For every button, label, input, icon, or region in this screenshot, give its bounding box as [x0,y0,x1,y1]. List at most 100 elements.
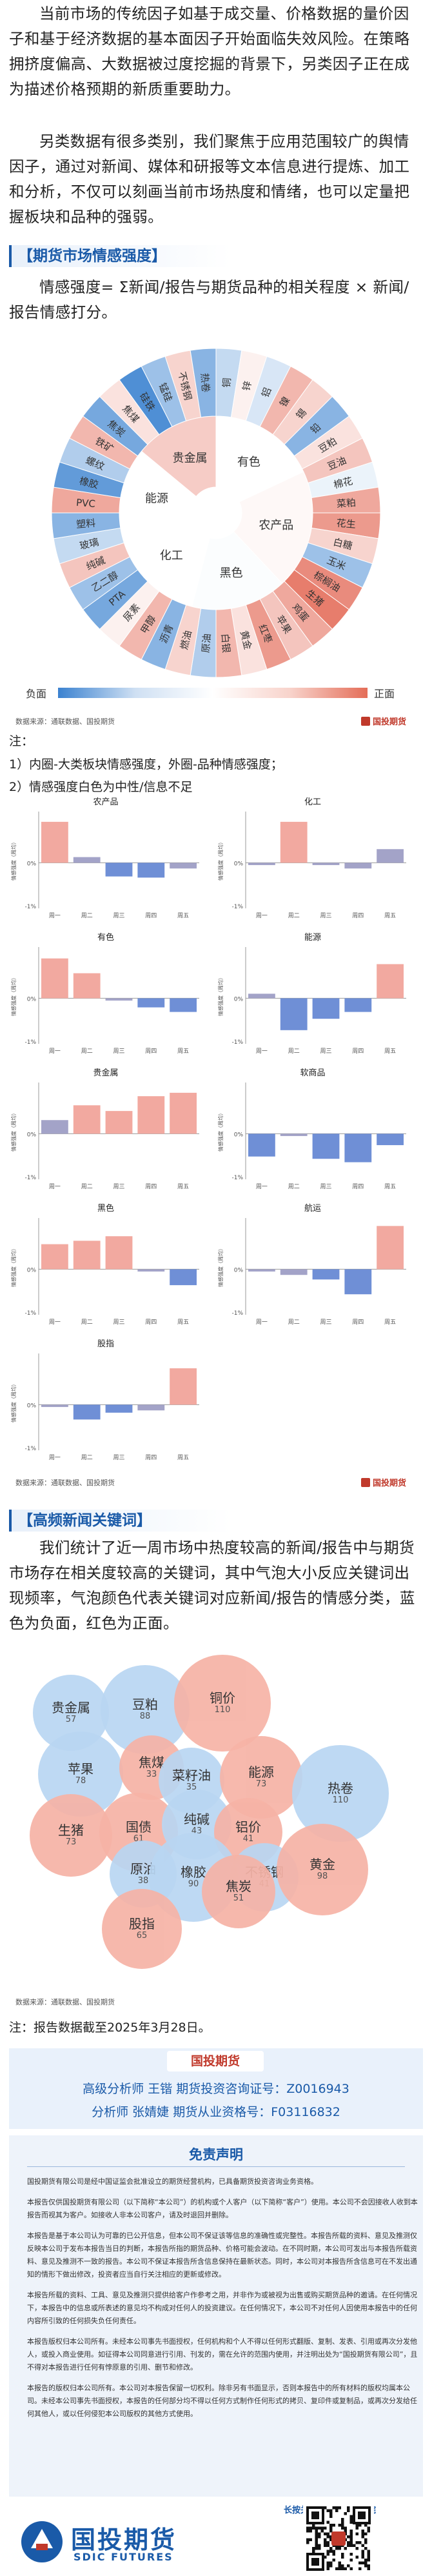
x-tick-label: 周一 [256,1048,268,1055]
bubble-count: 98 [317,1872,328,1882]
x-tick-label: 周一 [256,912,268,919]
sector-label: 化工 [160,549,183,563]
chart-title: 农产品 [93,797,119,807]
bubble-keyword: 苹果 [67,1761,93,1777]
x-tick-label: 周一 [49,1319,61,1326]
bar [137,1096,165,1134]
bar [137,1269,165,1272]
sector-bar-chart: 农产品 0% -1% 情感强度（周均） 周一 周二 周三 周四 周五 [9,795,202,924]
sector-bar-chart: 化工 0% -1% 情感强度（周均） 周一 周二 周三 周四 周五 [216,795,409,924]
chart-title: 能源 [304,933,321,943]
chart-title: 股指 [97,1339,114,1349]
bubble-count: 51 [233,1893,244,1904]
sector-bar-chart: 有色 0% -1% 情感强度（周均） 周一 周二 周三 周四 周五 [9,930,202,1059]
y-axis-label: 情感强度（周均） [217,1110,224,1152]
variety-label: 白银 [219,633,232,653]
sector-label: 贵金属 [173,452,208,465]
x-tick-label: 周四 [145,912,157,919]
x-tick-label: 周二 [81,1319,93,1326]
disclaimer-paragraph: 本报告是基于本公司认为可靠的已公开信息，但本公司不保证该等信息的准确性或完整性。… [27,2232,417,2279]
x-tick-label: 周三 [113,1319,124,1326]
x-tick-label: 周四 [145,1319,157,1326]
bar [137,998,165,1008]
sector-bar-chart: 股指 0% -1% 情感强度（周均） 周一 周二 周三 周四 周五 [9,1337,202,1466]
bubble-keyword: 热卷 [327,1781,353,1797]
bubble-count: 110 [332,1795,349,1806]
bubble-count: 73 [255,1779,267,1790]
section-title-keywords: 【高频新闻关键词】 [9,1510,231,1532]
variety-label: 花生 [336,517,356,530]
sentiment-sunburst-chart: 有色农产品黑色化工能源贵金属铜锌铝镍锡铅豆粕豆油棉花菜粕花生白糖玉米棕榈油生猪鸡… [51,348,381,678]
x-tick-label: 周二 [288,1048,300,1055]
y-tick-label: -1% [231,1175,243,1181]
logo-en-text: SDIC FUTURES [74,2551,173,2563]
x-tick-label: 周二 [288,1319,300,1326]
variety-label: 塑料 [76,517,96,530]
bar [280,1269,308,1275]
y-tick-label: -1% [25,1310,36,1317]
chart-title: 化工 [304,797,321,807]
keyword-bubble: 铜价 110 [174,1655,271,1752]
bubble-keyword: 豆粕 [132,1697,158,1713]
variety-label: 铜 [221,377,233,388]
x-tick-label: 周三 [320,1048,331,1055]
bar [73,1105,101,1134]
y-tick-label: 0% [234,861,244,867]
bubble-count: 88 [139,1712,151,1722]
bar [280,1133,308,1136]
variety-label: PVC [75,497,95,510]
bar [377,1226,404,1270]
variety-label: 原油 [200,633,213,653]
bubble-count: 73 [65,1837,77,1848]
y-tick-label: 0% [27,1267,37,1273]
bar [170,1368,197,1405]
x-tick-label: 周三 [320,912,331,919]
divider [27,2166,405,2167]
bar [137,863,165,878]
bar [344,1133,372,1163]
brand-icon [361,1478,370,1487]
sdic-logo-icon [21,2521,63,2562]
y-axis-label: 情感强度（周均） [10,975,17,1016]
y-tick-label: -1% [25,1039,36,1046]
x-tick-label: 周五 [384,912,396,919]
x-tick-label: 周二 [81,912,93,919]
analyst-contact-box: 国投期货 高级分析师 王锴 期货投资咨询证号：Z0016943 分析师 张婧婕 … [9,2048,423,2129]
bubble-keyword: 铝价 [235,1819,261,1835]
disclaimer-paragraph: 本报告版权归本公司所有。未经本公司事先书面授权，任何机构和个人不得以任何形式翻版… [27,2337,418,2371]
x-tick-label: 周一 [49,1183,61,1190]
x-tick-label: 周三 [113,1183,124,1190]
sector-bar-chart: 软商品 0% -1% 情感强度（周均） 周一 周二 周三 周四 周五 [216,1066,409,1195]
bubbles-source: 数据来源：通联数据、国投期货 [15,1998,115,2006]
bars-source: 数据来源：通联数据、国投期货 [15,1479,115,1487]
bubble-keyword: 纯碱 [183,1812,210,1828]
y-tick-label: -1% [231,904,243,910]
formula-text: 情感强度= Σ新闻/报告与期货品种的相关程度 × 新闻/报告情感打分。 [9,278,409,321]
bar [73,1404,101,1420]
qr-code-icon [303,2503,374,2574]
bar [344,998,372,1012]
legend-gradient-bar [58,688,368,698]
x-tick-label: 周五 [177,1183,189,1190]
y-tick-label: -1% [25,1446,36,1452]
bubble-keyword: 生猪 [57,1822,84,1839]
bar [73,1241,101,1270]
x-tick-label: 周三 [113,1048,124,1055]
y-axis-label: 情感强度（周均） [10,1246,17,1287]
sector-label: 农产品 [259,519,293,532]
note-2: 2）情感强度白色为中性/信息不足 [9,780,193,794]
variety-label: 锌 [241,380,254,392]
y-tick-label: 0% [27,1403,37,1409]
bar [41,958,68,999]
sector-sentiment-bar-grid: 农产品 0% -1% 情感强度（周均） 周一 周二 周三 周四 周五 化工 0% -1% 情感强度（周均… [9,795,423,1472]
bar [248,863,275,865]
y-tick-label: -1% [231,1310,243,1317]
x-tick-label: 周四 [352,1048,364,1055]
x-tick-label: 周四 [145,1454,157,1461]
x-tick-label: 周一 [49,912,61,919]
y-tick-label: 0% [27,996,37,1003]
y-tick-label: 0% [234,1267,244,1273]
y-axis-label: 情感强度（周均） [10,1381,17,1423]
disclaimer-paragraph: 本报告仅供国投期货有限公司（以下简称“本公司”）的机构或个人客户（以下简称“客户… [27,2198,418,2219]
